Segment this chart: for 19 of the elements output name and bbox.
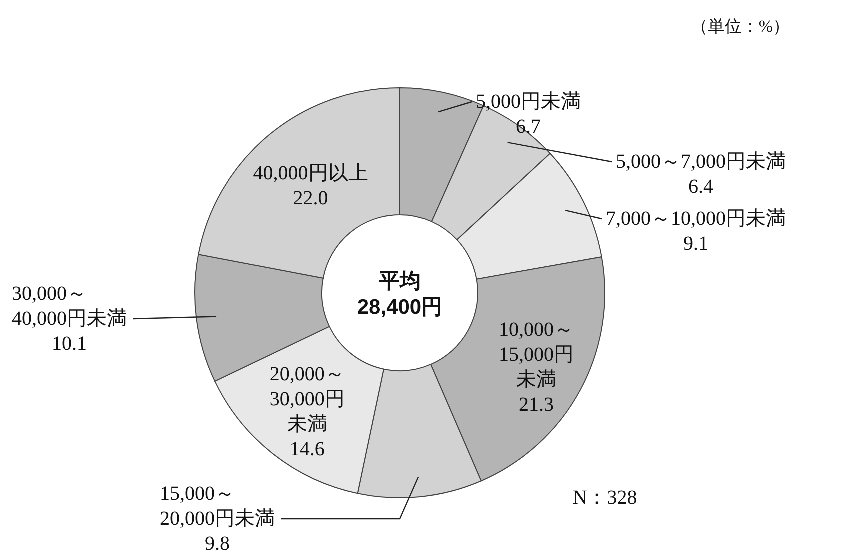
slice-label: 20,000～30,000円未満 <box>270 363 345 436</box>
slice-label: 5,000～7,000円未満 <box>616 151 786 173</box>
data-label: 22.0 <box>293 188 328 210</box>
slice-label: 15,000～20,000円未満 <box>160 483 275 530</box>
slice-label: 10,000～15,000円未満 <box>499 318 574 391</box>
slice-label: 40,000円以上 <box>253 162 368 185</box>
data-label: 21.3 <box>519 394 554 416</box>
slice-label: 5,000円未満 <box>476 91 581 113</box>
data-label: 6.7 <box>516 116 541 138</box>
data-label: 10.1 <box>52 333 87 355</box>
data-label: 9.1 <box>684 233 708 255</box>
data-label: 14.6 <box>290 438 325 460</box>
text: N：328 <box>572 487 638 509</box>
data-label: 9.8 <box>205 533 230 553</box>
slice-label: 30,000～40,000円未満 <box>12 283 127 330</box>
slice-label: 7,000～10,000円未満 <box>606 208 786 230</box>
text: 平均 28,400円 <box>357 270 443 319</box>
data-label: 6.4 <box>688 176 714 198</box>
text: （単位：%） <box>690 17 790 36</box>
